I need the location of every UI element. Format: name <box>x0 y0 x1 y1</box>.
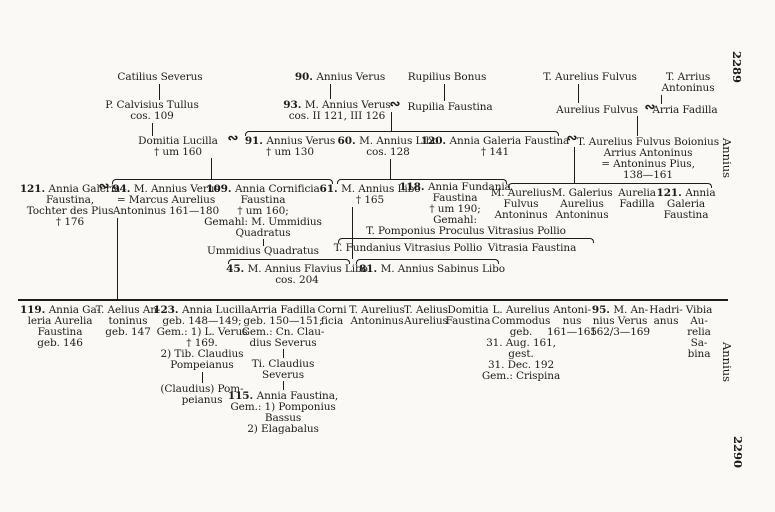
person-annius-verus-91: 91. Annius Verus † um 130 <box>244 135 336 158</box>
person-arria-fadilla-younger: Arria Fadilla geb. 150—151; Gem.: Cn. Clau… <box>241 304 325 349</box>
descent-bracket <box>508 183 712 188</box>
person-annia-galeria-faustina-120: 120. Annia Galeria Faustina † 141 <box>420 135 570 158</box>
descent-bracket <box>112 179 333 184</box>
person-catilius-severus: Catilius Severus <box>117 71 203 83</box>
person-p-calvisius-tullus: P. Calvisius Tullus cos. 109 <box>105 99 199 122</box>
person-t-aurelius-antoninus: T. Aurelius Antoninus <box>349 304 405 327</box>
person-rupilia-faustina: Rupilia Faustina <box>407 101 493 113</box>
person-annia-galeria-aurelia-faustina-119: 119. Annia Ga-leria Aurelia Faustina geb. … <box>19 304 101 349</box>
connector-line <box>18 299 728 301</box>
person-m-galerius-aurelius-antoninus: M. Galerius Aurelius Antoninus <box>551 187 613 221</box>
entry-number: 123. <box>153 304 183 316</box>
descent-bracket <box>228 259 350 264</box>
marriage-symbol: ∾ <box>389 97 401 112</box>
connector-line <box>390 159 391 180</box>
descent-bracket <box>338 238 594 243</box>
person-annia-galeria-faustina-121: 121. Annia Galeria Faustina, Tochter des P… <box>19 183 121 228</box>
person-domitia-lucilla: Domitia Lucilla † um 160 <box>138 135 218 158</box>
column-number-bottom: 2290 <box>731 435 745 469</box>
connector-line <box>211 158 212 180</box>
person-antoninus-pius: T. Aurelius Fulvus Boionius Arrius Antoni… <box>576 136 720 181</box>
person-t-pomponius-proculus-vitrasius-pollio: T. Pomponius Proculus Vitrasius Pollio <box>366 225 566 237</box>
person-m-annius-verus-95: 95. M. An-nius Verus 162/3—169 <box>590 304 650 338</box>
person-annia-fundania-faustina-118: 118. Annia Fundania Faustina † um 190; Gema… <box>399 181 511 226</box>
connector-line <box>117 218 118 300</box>
descent-bracket <box>356 259 499 264</box>
connector-line <box>352 207 353 259</box>
person-m-annius-verus-94: 94. M. Annius Verus = Marcus Aurelius Anto… <box>112 183 220 217</box>
person-arria-fadilla-elder: Arria Fadilla <box>652 104 718 116</box>
entry-number: 90. <box>294 71 317 83</box>
connector-line <box>444 84 445 101</box>
connector-line <box>159 84 160 100</box>
connector-line <box>283 349 284 358</box>
person-antoninus-geminus: Antoni-nus 161—165 <box>547 304 597 338</box>
margin-family-label-top: Annius <box>720 137 734 179</box>
entry-number: 45. <box>226 263 248 275</box>
person-ti-claudius-severus: Ti. Claudius Severus <box>251 358 315 381</box>
person-t-aelius-antoninus: T. Aelius An-toninus geb. 147 <box>95 304 161 338</box>
entry-number: 91. <box>244 135 267 147</box>
person-cornificia: Corni ficia <box>317 304 347 327</box>
person-annius-verus-90: 90. Annius Verus <box>294 71 386 83</box>
entry-number: 81. <box>359 263 381 275</box>
entry-number: 60. <box>337 135 360 147</box>
entry-number: 95. <box>591 304 614 316</box>
entry-number: 93. <box>283 99 305 111</box>
entry-number: 118. <box>399 181 428 193</box>
person-annia-galeria-faustina-121b: 121. Annia Galeria Faustina <box>656 187 716 221</box>
descent-bracket <box>245 131 559 136</box>
column-number-top: 2289 <box>730 50 744 84</box>
connector-line <box>202 372 203 383</box>
person-ummidius-quadratus: Ummidius Quadratus <box>207 245 319 257</box>
connector-line <box>263 239 264 246</box>
marriage-symbol: ∾ <box>98 179 110 194</box>
person-m-annius-verus-93: 93. M. Annius Verus cos. II 121, III 126 <box>283 99 391 122</box>
connector-line <box>330 84 331 99</box>
person-aurelia-fadilla: Aurelia Fadilla <box>618 187 656 210</box>
entry-number: 121. <box>656 187 686 199</box>
person-t-arrius-antoninus: T. Arrius Antoninus <box>661 71 715 94</box>
person-t-fundanius-vitrasius-pollio: T. Fundanius Vitrasius Pollio <box>333 242 483 254</box>
connector-line <box>283 381 284 390</box>
entry-number: 115. <box>227 390 257 402</box>
connector-line <box>578 84 579 103</box>
person-vitrasia-faustina: Vitrasia Faustina <box>487 242 577 254</box>
marriage-symbol: ∾ <box>644 100 656 115</box>
marriage-symbol: ∾ <box>227 131 239 146</box>
entry-number: 109. <box>206 183 236 195</box>
person-m-annius-libo-60: 60. M. Annius Libo cos. 128 <box>337 135 439 158</box>
entry-number: 94. <box>112 183 134 195</box>
person-m-annius-flavius-libo-45: 45. M. Annius Flavius Libo cos. 204 <box>226 263 368 286</box>
entry-number: 120. <box>420 135 450 147</box>
entry-number: 119. <box>19 304 49 316</box>
person-t-aelius-aurelius: T. Aelius Aurelius <box>404 304 448 327</box>
entry-number: 61. <box>319 183 342 195</box>
descent-bracket <box>337 179 507 184</box>
person-domitia-faustina: Domitia Faustina <box>445 304 491 327</box>
person-l-aurelius-commodus: L. Aurelius Commodus geb. 31. Aug. 161, gest… <box>481 304 561 382</box>
person-m-annius-sabinus-libo-81: 81. M. Annius Sabinus Libo <box>359 263 505 275</box>
person-vibia-aurelia-sabina: Vibia Au-relia Sa-bina <box>685 304 713 360</box>
connector-line <box>661 95 662 104</box>
connector-line <box>152 123 153 136</box>
person-m-annius-libo-61: 61. M. Annius Libo † 165 <box>319 183 421 206</box>
person-annia-faustina-115: 115. Annia Faustina, Gem.: 1) Pomponius Ba… <box>227 390 339 435</box>
connector-line <box>574 147 575 184</box>
person-m-aurelius-fulvus-antoninus: M. Aurelius Fulvus Antoninus <box>490 187 552 221</box>
person-annia-lucilla-123: 123. Annia Lucilla geb. 148—149; Gem.: 1) … <box>153 304 251 371</box>
entry-number: 121. <box>19 183 49 195</box>
person-hadrianus: Hadri-anus <box>649 304 683 327</box>
connector-line <box>637 116 638 136</box>
margin-family-label-bottom: Annius <box>720 341 734 383</box>
person-t-aurelius-fulvus: T. Aurelius Fulvus <box>543 71 637 83</box>
person-rupilius-bonus: Rupilius Bonus <box>407 71 487 83</box>
connector-line <box>391 112 392 132</box>
person-aurelius-fulvus: Aurelius Fulvus <box>556 104 638 116</box>
person-annia-cornificia-faustina-109: 109. Annia Cornificia Faustina † um 160; Ge… <box>204 183 322 239</box>
marriage-symbol: ∾ <box>566 131 578 146</box>
person-claudius-pompeianus: (Claudius) Pom-peianus <box>160 383 244 406</box>
